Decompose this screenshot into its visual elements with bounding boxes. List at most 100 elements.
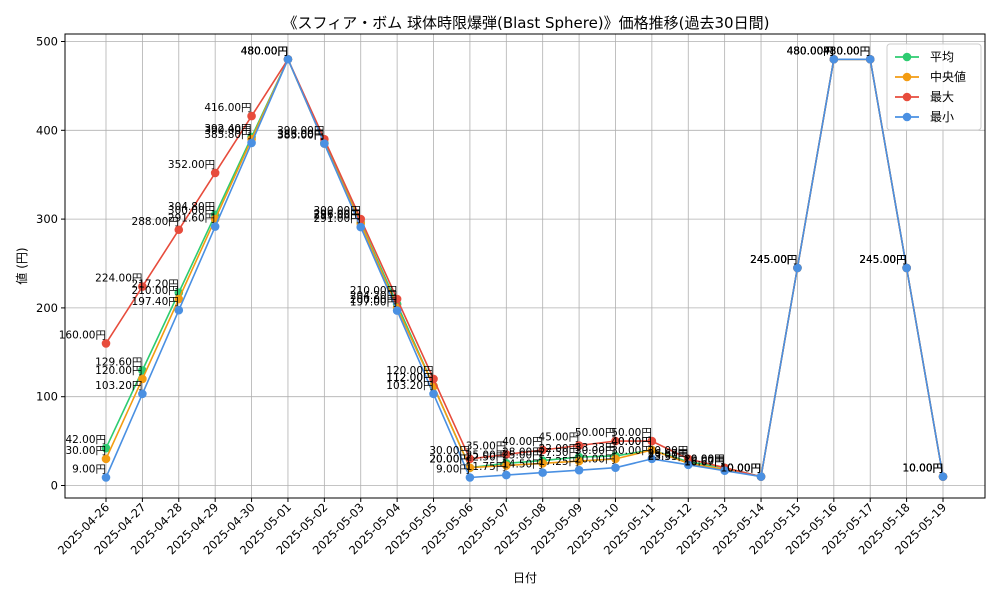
data-label: 10.00円 bbox=[902, 463, 943, 475]
data-point bbox=[647, 454, 657, 464]
data-label: 200.00円 bbox=[350, 294, 397, 306]
data-label: 26.67円 bbox=[648, 448, 689, 460]
data-point bbox=[611, 463, 620, 473]
data-point bbox=[247, 138, 256, 148]
data-label: 10.00円 bbox=[720, 463, 761, 475]
data-label: 10.00円 bbox=[720, 463, 761, 475]
data-label: 210.00円 bbox=[132, 285, 179, 297]
data-point bbox=[429, 374, 438, 384]
data-point bbox=[538, 459, 547, 468]
data-point bbox=[720, 466, 729, 475]
data-label: 30.00円 bbox=[429, 445, 470, 457]
data-label: 28.00円 bbox=[502, 447, 543, 459]
data-label: 352.00円 bbox=[168, 159, 215, 171]
data-point bbox=[502, 470, 511, 480]
series-line bbox=[105, 58, 944, 479]
data-point bbox=[465, 454, 475, 464]
data-label: 17.25円 bbox=[539, 456, 580, 468]
data-point bbox=[865, 54, 875, 64]
data-point bbox=[829, 54, 839, 64]
data-label: 33.33円 bbox=[575, 442, 616, 454]
legend-swatch-marker bbox=[902, 72, 912, 82]
data-point bbox=[320, 139, 329, 148]
data-label: 50.00円 bbox=[575, 427, 616, 439]
data-point bbox=[574, 465, 584, 475]
data-label: 304.80円 bbox=[168, 201, 215, 213]
data-label: 40.00円 bbox=[502, 436, 543, 448]
data-label: 392.40円 bbox=[204, 123, 251, 135]
data-point bbox=[574, 441, 584, 450]
data-label: 30.00円 bbox=[611, 445, 652, 457]
data-label: 245.00円 bbox=[750, 254, 797, 266]
data-point bbox=[210, 222, 220, 231]
data-label: 120.00円 bbox=[95, 365, 142, 377]
legend-label: 最小 bbox=[930, 110, 954, 124]
data-label: 386.00円 bbox=[277, 129, 324, 141]
data-point bbox=[574, 456, 584, 466]
data-label: 480.00円 bbox=[787, 45, 834, 57]
data-point bbox=[611, 436, 620, 446]
data-label: 30.00円 bbox=[575, 445, 616, 457]
data-point bbox=[647, 445, 657, 455]
series-group bbox=[101, 54, 948, 482]
data-point bbox=[138, 374, 147, 384]
data-label: 245.00円 bbox=[859, 254, 906, 266]
data-label: 480.00円 bbox=[787, 45, 834, 57]
x-axis-label: 日付 bbox=[513, 571, 537, 585]
data-point bbox=[938, 472, 948, 481]
chart-title: 《スフィア・ボム 球体時限爆弾(Blast Sphere)》価格推移(過去30日… bbox=[283, 14, 770, 32]
y-tick-label: 400 bbox=[36, 123, 58, 137]
data-point bbox=[538, 445, 547, 455]
data-label: 385.00円 bbox=[277, 130, 324, 142]
data-label: 120.00円 bbox=[386, 365, 433, 377]
data-label: 30.00円 bbox=[65, 445, 106, 457]
series-line bbox=[105, 58, 944, 478]
y-tick-label: 200 bbox=[36, 301, 58, 315]
data-label: 288.00円 bbox=[132, 216, 179, 228]
data-point bbox=[902, 263, 911, 273]
data-point bbox=[429, 389, 438, 399]
data-label: 9.00円 bbox=[72, 464, 106, 476]
series-line bbox=[105, 58, 944, 478]
data-point bbox=[683, 460, 693, 470]
data-label: 25.00円 bbox=[502, 449, 543, 461]
legend-swatch-marker bbox=[902, 52, 912, 62]
data-point bbox=[465, 473, 475, 482]
legend-label: 最大 bbox=[930, 90, 954, 104]
data-label: 40.00円 bbox=[611, 436, 652, 448]
data-label: 32.00円 bbox=[539, 443, 580, 455]
data-label: 112.00円 bbox=[386, 372, 433, 384]
grid bbox=[65, 34, 985, 498]
legend-box bbox=[886, 43, 982, 131]
data-point bbox=[138, 282, 147, 291]
data-label: 210.00円 bbox=[350, 285, 397, 297]
data-point bbox=[502, 450, 511, 459]
data-label: 390.00円 bbox=[277, 125, 324, 137]
data-label: 9.00円 bbox=[436, 464, 470, 476]
data-label: 40.00円 bbox=[611, 436, 652, 448]
data-point bbox=[683, 454, 693, 464]
data-label: 10.00円 bbox=[720, 463, 761, 475]
data-label: 160.00円 bbox=[59, 329, 106, 341]
y-tick-label: 500 bbox=[36, 35, 58, 49]
data-point bbox=[174, 305, 184, 315]
data-label: 20.00円 bbox=[429, 454, 470, 466]
data-point bbox=[138, 389, 147, 399]
data-point bbox=[756, 472, 766, 481]
data-point bbox=[174, 225, 184, 235]
data-label: 16.67円 bbox=[684, 457, 725, 469]
y-axis-label: 値 (円) bbox=[14, 247, 29, 284]
legend-swatch-marker bbox=[902, 112, 912, 122]
data-label: 245.00円 bbox=[859, 254, 906, 266]
data-label: 197.40円 bbox=[132, 296, 179, 308]
data-point bbox=[465, 463, 475, 473]
data-label: 416.00円 bbox=[204, 102, 251, 114]
data-label: 20.00円 bbox=[429, 454, 470, 466]
data-label: 22.50円 bbox=[466, 452, 507, 464]
legend-label: 平均 bbox=[930, 50, 954, 64]
data-label: 385.00円 bbox=[277, 130, 324, 142]
data-label: 14.50円 bbox=[502, 459, 543, 471]
data-label: 217.20円 bbox=[132, 279, 179, 291]
series-line bbox=[105, 58, 944, 478]
data-label: 296.00円 bbox=[313, 209, 360, 221]
